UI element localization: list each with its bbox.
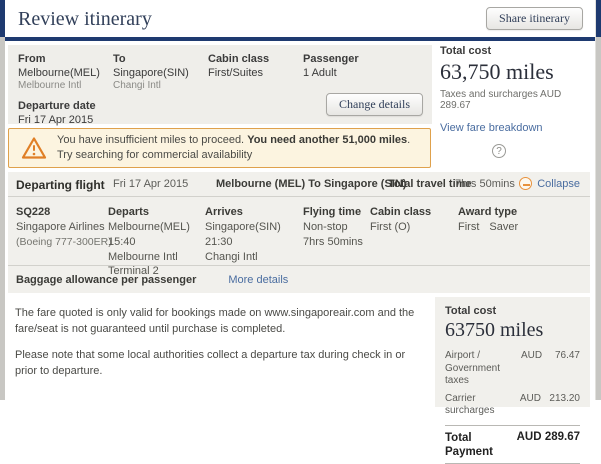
page-header: Review itinerary Share itinerary — [5, 0, 595, 37]
cabin-class-value: First/Suites — [208, 67, 303, 79]
carrier-surcharges-currency: AUD — [520, 393, 550, 418]
from-airport: Melbourne Intl — [18, 80, 113, 91]
payment-miles: 63750 miles — [445, 319, 580, 342]
segment-cabin-value: First (O) — [370, 220, 431, 235]
flight-number: SQ228 — [16, 205, 112, 220]
trip-summary-panel: From Melbourne(MEL) Melbourne Intl To Si… — [8, 45, 432, 124]
change-details-button[interactable]: Change details — [326, 93, 423, 116]
arrives-airport: Changi Intl — [205, 250, 281, 265]
tax-row-carrier: Carrier surcharges AUD 213.20 — [445, 393, 580, 418]
to-label: To — [113, 53, 208, 65]
tax-row-airport: Airport / Government taxes AUD 76.47 — [445, 350, 580, 388]
to-airport: Changi Intl — [113, 80, 208, 91]
fare-note-departure-tax: Please note that some local authorities … — [15, 348, 427, 380]
trip-field-from: From Melbourne(MEL) Melbourne Intl — [18, 53, 113, 91]
airline-name: Singapore Airlines — [16, 220, 112, 235]
flying-time-stops: Non-stop — [303, 220, 363, 235]
award-type-label: Award type — [458, 205, 518, 220]
collapse-label: Collapse — [537, 178, 580, 190]
warning-text-normal: You have insufficient miles to proceed. — [57, 134, 247, 146]
view-fare-breakdown-link[interactable]: View fare breakdown — [440, 122, 543, 134]
share-itinerary-button[interactable]: Share itinerary — [486, 7, 583, 30]
taxes-surcharges-note: Taxes and surcharges AUD 289.67 — [440, 89, 590, 111]
arrives-city: Singapore(SIN) — [205, 220, 281, 235]
more-details-link[interactable]: More details — [228, 274, 288, 286]
warning-text-bold: You need another 51,000 miles — [247, 134, 407, 146]
aircraft-type: (Boeing 777-300ER) — [16, 235, 112, 249]
airport-taxes-label: Airport / Government taxes — [445, 350, 517, 388]
passenger-label: Passenger — [303, 53, 398, 65]
departing-flight-title: Departing flight — [16, 178, 105, 192]
payment-summary-panel: Total cost 63750 miles Airport / Governm… — [435, 297, 590, 407]
page-title: Review itinerary — [18, 8, 152, 31]
award-tier: Saver — [489, 221, 518, 233]
total-payment-row: Total Payment AUD 289.67 — [445, 425, 580, 464]
to-value: Singapore(SIN) — [113, 67, 208, 79]
trip-field-cabin: Cabin class First/Suites — [208, 53, 303, 91]
arrives-label: Arrives — [205, 205, 281, 220]
from-value: Melbourne(MEL) — [18, 67, 113, 79]
award-type-value: First Saver — [458, 220, 518, 235]
arrives-time: 21:30 — [205, 235, 281, 250]
warning-triangle-icon — [21, 136, 47, 160]
total-cost-miles: 63,750 miles — [440, 59, 590, 85]
departing-flight-route: Melbourne (MEL) To Singapore (SIN) — [216, 178, 406, 190]
warning-text-period: . — [407, 134, 410, 146]
trip-field-to: To Singapore(SIN) Changi Intl — [113, 53, 208, 91]
from-label: From — [18, 53, 113, 65]
departing-flight-header: Departing flight Fri 17 Apr 2015 Melbour… — [8, 172, 590, 197]
fare-notes: The fare quoted is only valid for bookin… — [15, 306, 427, 390]
flight-segment-row: SQ228 Singapore Airlines (Boeing 777-300… — [8, 197, 590, 263]
departs-time: 15:40 — [108, 235, 190, 250]
award-type-column: Award type First Saver — [458, 205, 518, 235]
flying-time-duration: 7hrs 50mins — [303, 235, 363, 250]
passenger-value: 1 Adult — [303, 67, 398, 79]
fare-note-validity: The fare quoted is only valid for bookin… — [15, 306, 427, 338]
minus-circle-icon — [519, 177, 532, 190]
total-cost-label: Total cost — [440, 45, 590, 57]
carrier-surcharges-label: Carrier surcharges — [445, 393, 516, 418]
help-icon[interactable]: ? — [492, 144, 506, 158]
window-left-edge — [0, 0, 5, 400]
departs-label: Departs — [108, 205, 190, 220]
segment-cabin-label: Cabin class — [370, 205, 431, 220]
carrier-surcharges-amount: 213.20 — [549, 393, 580, 418]
cabin-class-label: Cabin class — [208, 53, 303, 65]
cabin-class-column: Cabin class First (O) — [370, 205, 431, 235]
trip-field-passenger: Passenger 1 Adult — [303, 53, 398, 91]
award-class: First — [458, 221, 479, 233]
warning-text-line2: Try searching for commercial availabilit… — [57, 149, 252, 161]
departing-flight-date: Fri 17 Apr 2015 — [113, 178, 188, 190]
departs-airport: Melbourne Intl — [108, 250, 190, 265]
window-left-edge-accent — [0, 0, 5, 37]
departing-flight-panel: Departing flight Fri 17 Apr 2015 Melbour… — [8, 172, 590, 293]
warning-message: You have insufficient miles to proceed. … — [57, 133, 410, 164]
airport-taxes-currency: AUD — [521, 350, 551, 388]
total-payment-label: Total Payment — [445, 431, 513, 460]
baggage-row: Baggage allowance per passenger More det… — [8, 265, 590, 293]
header-divider — [0, 37, 601, 41]
total-payment-amount: 289.67 — [545, 431, 580, 460]
airport-taxes-amount: 76.47 — [551, 350, 580, 388]
payment-total-cost-label: Total cost — [445, 305, 580, 317]
total-cost-summary: Total cost 63,750 miles Taxes and surcha… — [440, 45, 590, 158]
flight-id-column: SQ228 Singapore Airlines (Boeing 777-300… — [16, 205, 112, 249]
flying-time-column: Flying time Non-stop 7hrs 50mins — [303, 205, 363, 250]
total-payment-currency: AUD — [517, 431, 545, 460]
arrives-column: Arrives Singapore(SIN) 21:30 Changi Intl — [205, 205, 281, 264]
flying-time-label: Flying time — [303, 205, 363, 220]
window-right-edge-accent — [596, 0, 601, 37]
scrollbar-track[interactable] — [595, 0, 601, 400]
total-travel-time-value: 7hrs 50mins — [455, 178, 515, 190]
insufficient-miles-warning: You have insufficient miles to proceed. … — [8, 128, 431, 168]
baggage-allowance-label: Baggage allowance per passenger — [16, 274, 196, 286]
departs-city: Melbourne(MEL) — [108, 220, 190, 235]
collapse-toggle[interactable]: Collapse — [519, 177, 580, 190]
